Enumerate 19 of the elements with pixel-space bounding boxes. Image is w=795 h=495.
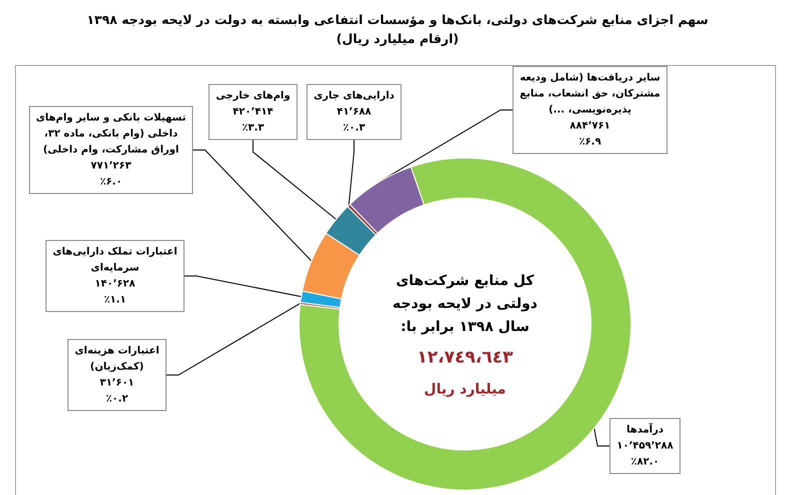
chart-subtitle: (ارقام میلیارد ریال) (336, 31, 459, 47)
data-label: ۴۲۰٬۴۱۴ ٪۳.۳ (232, 106, 274, 134)
slice-label: سایر دریافت‌ها (شامل ودیعه مشترکان، حق انشعاب، منابع پذیره‌نویسی، ...) (520, 72, 660, 116)
slice-label: تسهیلات بانکی و سایر وام‌های داخلی (وام بانکی، ماده ۳۲، اوراق مشارکت، وام داخلی) (36, 112, 186, 156)
data-label: ۳۱٬۶۰۱ ٪۰.۲ (100, 378, 134, 404)
slice-label: دارایی‌های جاری (314, 90, 394, 102)
slice-label: اعتبارات تملک دارایی‌های سرمایه‌ای (52, 246, 178, 274)
slice-label: درآمدها (626, 422, 664, 436)
text: کل منابع شرکت‌های دولتی در لایحه بودجه سال ۱۳۹۸ برابر با: (392, 273, 538, 335)
slice-label: وام‌های خارجی (216, 90, 290, 102)
text: ١٢،٧٤٩،٦٤٣ (417, 348, 514, 368)
data-label: ۴۱٬۶۸۸ ٪۰.۳ (336, 106, 372, 134)
text: میلیارد ریال (424, 382, 506, 398)
data-label: ۸۸۴٬۷۶۱ ٪۶.۹ (570, 120, 610, 148)
slice-label: اعتبارات هزینه‌ای (کمک‌زیان) (74, 346, 160, 372)
data-label: ۱۴۰٬۶۲۸ ٪۱.۱ (94, 278, 136, 306)
data-label: ۷۷۱٬۲۶۳ ٪۶.۰ (90, 160, 132, 188)
chart-title: سهم اجزای منابع شرکت‌های دولتی، بانک‌ها و مؤسسات انتفاعی وابسته به دولت در لایحه بودجه ۱۳۹۸ (86, 12, 708, 28)
data-label: ۱۰٬۴۵۹٬۲۸۸ ٪۸۲.۰ (616, 440, 674, 468)
